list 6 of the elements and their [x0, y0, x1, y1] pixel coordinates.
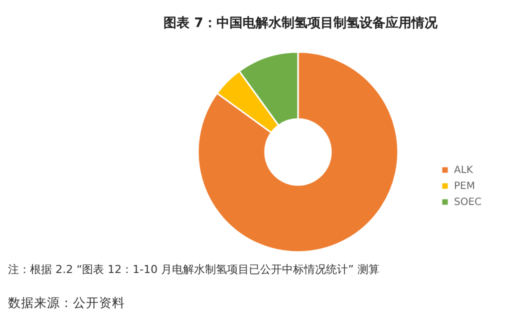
- legend-label: ALK: [454, 165, 474, 176]
- legend-label: PEM: [454, 181, 475, 192]
- source-note: 数据来源：公开资料: [8, 295, 126, 312]
- text: 注：根据 2.2 “图表 12：1-10 月电解水制氢项目已公开中标情况统计” 测算: [8, 262, 380, 277]
- legend-label: SOEC: [454, 197, 482, 208]
- chart-title: 图表 7：中国电解水制氢项目制氢设备应用情况: [164, 15, 438, 31]
